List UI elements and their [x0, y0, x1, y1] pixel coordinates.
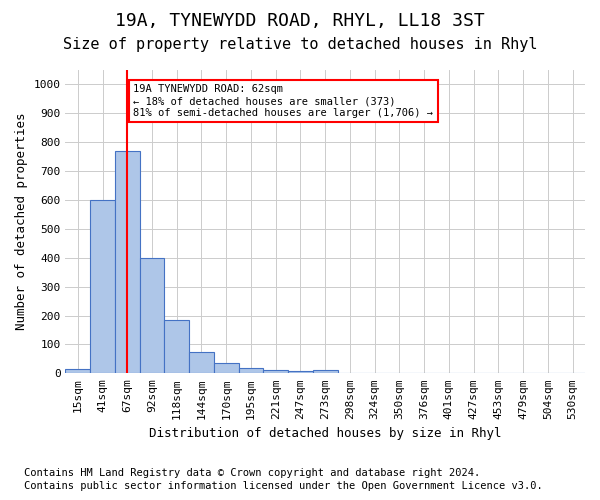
Y-axis label: Number of detached properties: Number of detached properties [15, 113, 28, 330]
Bar [263, 370, 288, 374]
Text: 19A TYNEWYDD ROAD: 62sqm
← 18% of detached houses are smaller (373)
81% of semi-: 19A TYNEWYDD ROAD: 62sqm ← 18% of detach… [133, 84, 433, 117]
Bar [115, 151, 140, 374]
Text: Contains public sector information licensed under the Open Government Licence v3: Contains public sector information licen… [24, 481, 543, 491]
Bar [140, 258, 164, 374]
Bar [189, 352, 214, 374]
Bar [214, 362, 239, 374]
Text: Contains HM Land Registry data © Crown copyright and database right 2024.: Contains HM Land Registry data © Crown c… [24, 468, 480, 477]
Bar [313, 370, 338, 374]
Bar [164, 320, 189, 374]
Bar [288, 371, 313, 374]
Bar [65, 369, 90, 374]
X-axis label: Distribution of detached houses by size in Rhyl: Distribution of detached houses by size … [149, 427, 502, 440]
Bar [239, 368, 263, 374]
Bar [90, 200, 115, 374]
Text: 19A, TYNEWYDD ROAD, RHYL, LL18 3ST: 19A, TYNEWYDD ROAD, RHYL, LL18 3ST [115, 12, 485, 30]
Text: Size of property relative to detached houses in Rhyl: Size of property relative to detached ho… [63, 38, 537, 52]
